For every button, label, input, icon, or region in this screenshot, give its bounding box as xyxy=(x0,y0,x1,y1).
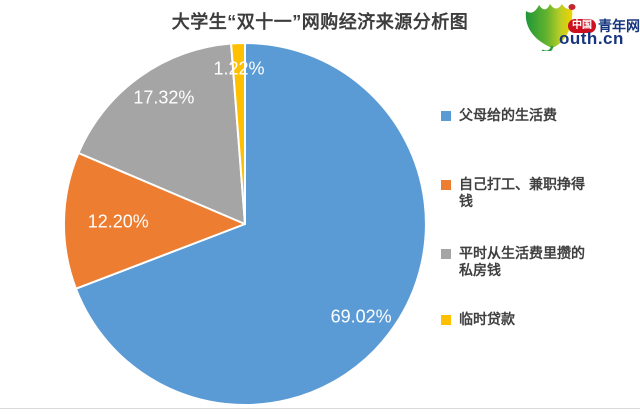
pie-slice xyxy=(74,42,427,406)
pie-slice xyxy=(77,42,246,225)
ginkgo-leaf-icon xyxy=(525,4,576,51)
pie-slice-label: 1.22% xyxy=(213,59,264,79)
pie-slice xyxy=(230,41,246,225)
pie-slice xyxy=(62,152,246,290)
youth-cn-logo: 中国 青年网 outh.cn xyxy=(520,1,640,51)
pie-slice-label: 12.20% xyxy=(88,212,149,232)
logo-badge: 中国 xyxy=(568,19,596,33)
bottom-divider xyxy=(0,408,640,409)
logo-domain-text: outh.cn xyxy=(559,29,624,48)
pie-slice-label: 17.32% xyxy=(133,88,194,108)
pie-slice-label: 69.02% xyxy=(331,307,392,327)
logo-brand-text: 青年网 xyxy=(598,18,640,34)
chart-title: 大学生“双十一”网购经济来源分析图 xyxy=(171,12,469,32)
